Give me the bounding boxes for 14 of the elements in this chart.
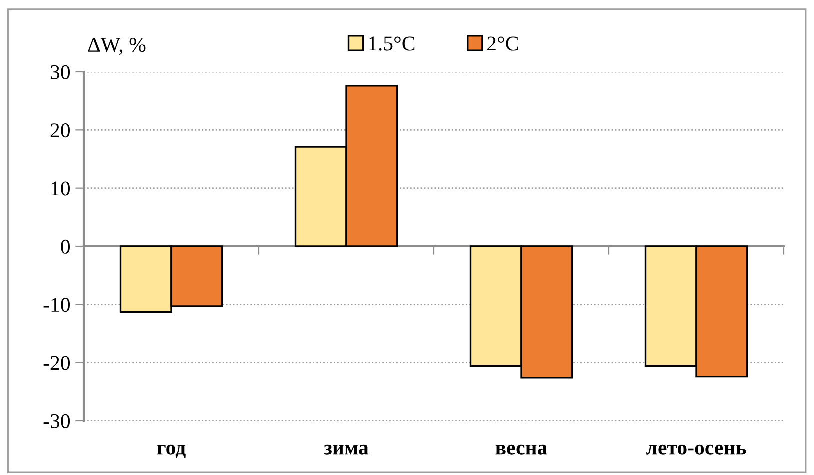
y-tick-label: 20 — [50, 124, 70, 138]
y-tick-label: 10 — [52, 182, 70, 196]
x-tick-label: лето-осень — [646, 444, 746, 455]
y-tick-label: -10 — [44, 298, 70, 312]
legend-label: 1.5°C — [369, 36, 415, 51]
y-tick-label: -20 — [44, 356, 70, 370]
x-tick-label: весна — [496, 444, 548, 455]
y-tick-label: 30 — [50, 65, 70, 80]
y-tick-label: 0 — [61, 240, 70, 254]
x-tick-label: зима — [324, 444, 369, 455]
legend-label: 2°C — [488, 36, 518, 51]
y-tick-label: -30 — [44, 414, 70, 428]
x-tick-label: год — [157, 444, 186, 458]
y-axis-title: ΔW, % — [88, 38, 146, 56]
